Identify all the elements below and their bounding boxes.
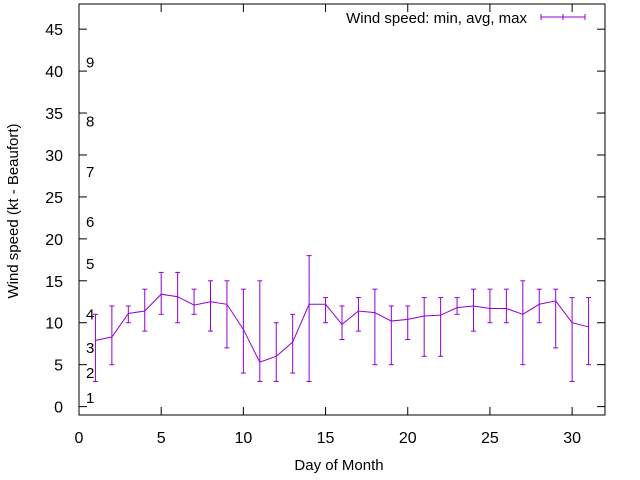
y-axis-label: Wind speed (kt - Beaufort): [5, 123, 22, 298]
errorbar: [175, 271, 181, 324]
y-tick-label: 35: [45, 106, 63, 123]
x-tick-label: 15: [317, 430, 335, 447]
errorbar: [438, 297, 444, 357]
y-tick-label: 5: [54, 358, 63, 375]
errorbar: [92, 313, 98, 382]
errorbar: [487, 288, 493, 324]
y-tick-label: 30: [45, 148, 63, 165]
errorbar: [208, 280, 213, 332]
error-bars: [92, 255, 592, 382]
errorbar: [471, 288, 476, 332]
errorbar: [306, 255, 312, 382]
x-tick-label: 30: [563, 430, 581, 447]
errorbar: [454, 297, 460, 315]
beaufort-scale-labels: 1 2 3 4 5 6 7 8 9: [86, 55, 94, 408]
errorbar: [388, 305, 394, 366]
y-tick-label: 45: [45, 22, 63, 39]
errorbar: [405, 305, 411, 341]
errorbar: [520, 280, 526, 366]
x-tick-label: 5: [157, 430, 166, 447]
errorbar: [355, 297, 361, 332]
y-tick-label: 10: [45, 316, 63, 333]
x-tick-label: 0: [75, 430, 84, 447]
beaufort-label: 7: [86, 164, 94, 181]
errorbar: [191, 288, 197, 315]
x-tick-label: 25: [481, 430, 499, 447]
errorbar: [240, 288, 246, 374]
y-tick-label: 40: [45, 64, 63, 81]
y-tick-labels: 0 5 10 15 20 25 30 35 40 45: [45, 22, 63, 416]
errorbar: [421, 297, 427, 357]
beaufort-label: 4: [86, 306, 94, 323]
x-tick-label: 10: [234, 430, 252, 447]
plot-frame: [78, 3, 606, 416]
beaufort-label: 3: [86, 340, 94, 357]
beaufort-label: 6: [86, 214, 94, 231]
errorbar: [503, 288, 509, 324]
beaufort-label: 5: [86, 256, 94, 273]
errorbar: [290, 313, 296, 374]
errorbar: [142, 288, 148, 332]
y-tick-label: 20: [45, 232, 63, 249]
errorbar: [323, 297, 329, 324]
y-tick-label: 15: [45, 274, 63, 291]
axis-ticks: [78, 4, 605, 415]
legend: Wind speed: min, avg, max: [346, 10, 586, 27]
beaufort-label: 1: [86, 390, 94, 407]
x-tick-labels: 0 5 10 15 20 25 30: [75, 430, 582, 447]
legend-label: Wind speed: min, avg, max: [346, 10, 527, 27]
errorbar: [553, 288, 559, 349]
errorbar: [273, 322, 279, 382]
errorbar: [372, 288, 378, 366]
legend-sample-errorbar: [540, 14, 586, 20]
avg-series-line: [95, 293, 589, 363]
errorbar: [224, 280, 230, 349]
y-tick-label: 0: [54, 400, 63, 417]
y-tick-label: 25: [45, 190, 63, 207]
beaufort-label: 8: [86, 113, 94, 130]
beaufort-label: 9: [86, 55, 94, 72]
errorbar: [586, 297, 592, 366]
beaufort-label: 2: [86, 365, 94, 382]
x-tick-label: 20: [399, 430, 417, 447]
errorbar: [109, 305, 115, 366]
errorbar: [339, 305, 345, 341]
errorbar: [158, 271, 164, 315]
errorbar: [257, 280, 263, 382]
errorbar: [536, 288, 542, 324]
errorbar: [569, 297, 575, 382]
x-axis-label: Day of Month: [294, 457, 383, 474]
